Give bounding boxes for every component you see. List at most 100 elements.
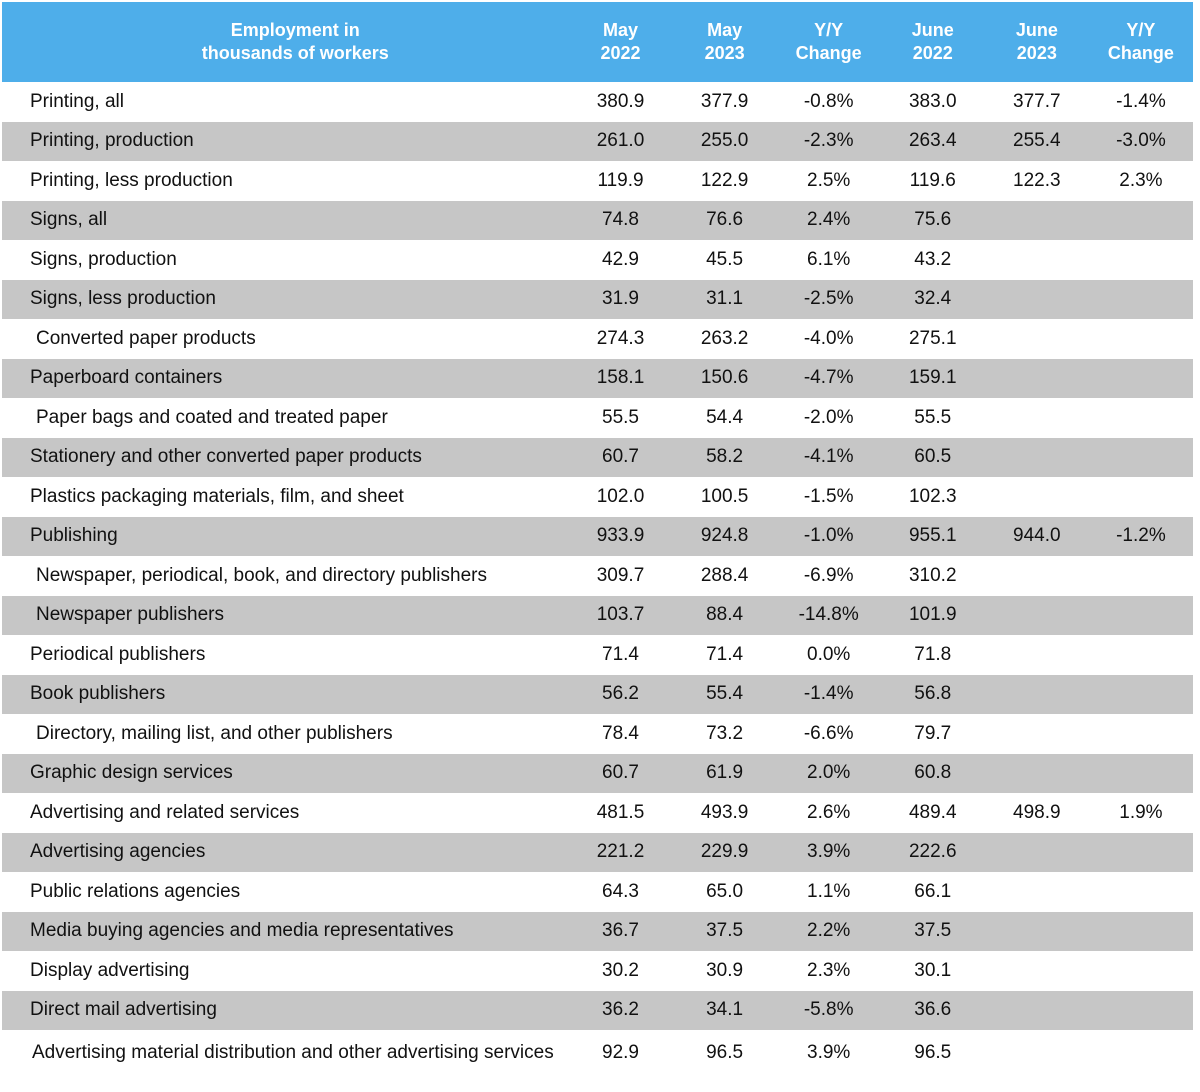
- cell-may-2023: 924.8: [672, 516, 777, 556]
- cell-june-yy-change: [1089, 635, 1193, 675]
- row-label: Signs, all: [2, 200, 569, 240]
- cell-june-2022: 383.0: [908, 90, 957, 112]
- cell-june-2023: 255.4: [984, 121, 1089, 161]
- cell-june-2023: [984, 674, 1089, 714]
- cell-june-yy-change: 1.9%: [1119, 801, 1163, 823]
- cell-may-yy-change: -6.9%: [803, 564, 854, 586]
- cell-june-2023: [985, 714, 1089, 754]
- cell-june-2022: 310.2: [908, 564, 957, 586]
- table-row: Paper bags and coated and treated paper 5…: [2, 398, 1193, 438]
- table-row: Signs, less production 31.9 31.1 -2.5% 32.4: [2, 279, 1193, 319]
- table-row: Printing, less production 119.9 122.9 2.5% 1…: [2, 161, 1193, 201]
- cell-june-yy-change: [1088, 200, 1193, 240]
- cell-june-2023: [985, 398, 1089, 438]
- cell-june-yy-change: [1088, 753, 1193, 793]
- table-row: Graphic design services 60.7 61.9 2.0% 60.8: [2, 753, 1193, 793]
- row-label: Newspaper publishers: [2, 595, 569, 635]
- row-label: Direct mail advertising: [2, 990, 569, 1030]
- cell-may-2023: 73.2: [706, 722, 744, 744]
- cell-june-2023: [984, 200, 1089, 240]
- cell-june-2022: 66.1: [914, 880, 952, 902]
- table-row: Media buying agencies and media represen…: [2, 911, 1193, 951]
- row-label: Advertising material distribution and ot…: [32, 1042, 554, 1063]
- cell-june-2023: [984, 753, 1089, 793]
- cell-june-2022: 55.5: [914, 406, 952, 428]
- cell-may-2023: 229.9: [672, 832, 777, 872]
- cell-may-2023: 288.4: [700, 564, 749, 586]
- column-header-label: Employment in thousands of workers: [2, 2, 569, 82]
- row-label: Printing, less production: [30, 169, 233, 191]
- cell-june-2023: [984, 437, 1089, 477]
- cell-june-2022: 119.6: [909, 169, 956, 191]
- cell-may-2023: 377.9: [700, 90, 749, 112]
- cell-june-yy-change: -3.0%: [1088, 121, 1193, 161]
- table-row: Paperboard containers 158.1 150.6 -4.7% 159.…: [2, 358, 1193, 398]
- cell-may-yy-change: -2.5%: [776, 279, 881, 319]
- cell-may-yy-change: -1.5%: [803, 485, 854, 507]
- cell-june-2022: 101.9: [880, 595, 985, 635]
- cell-june-yy-change: [1089, 240, 1193, 280]
- row-label: Converted paper products: [36, 327, 256, 349]
- table-row: Signs, all 74.8 76.6 2.4% 75.6: [2, 200, 1193, 240]
- employment-table-container: Employment in thousands of workers May 2022…: [2, 2, 1193, 1076]
- cell-june-yy-change: [1089, 556, 1193, 596]
- table-row: Display advertising 30.2 30.9 2.3% 30.1: [2, 951, 1193, 991]
- cell-may-2023: 37.5: [672, 911, 777, 951]
- cell-june-2023: [985, 477, 1089, 517]
- table-row: Advertising agencies 221.2 229.9 3.9% 222.6: [2, 832, 1193, 872]
- cell-may-yy-change: -6.6%: [803, 722, 854, 744]
- cell-may-2022: 64.3: [602, 880, 639, 902]
- cell-june-2023: [985, 1030, 1089, 1076]
- column-header-june-2022: June 2022: [880, 2, 985, 82]
- cell-june-2023: [985, 319, 1089, 359]
- table-row: Periodical publishers 71.4 71.4 0.0% 71.8: [2, 635, 1193, 675]
- cell-may-2022: 55.5: [602, 406, 639, 428]
- cell-may-2023: 34.1: [672, 990, 777, 1030]
- cell-may-2023: 65.0: [706, 880, 744, 902]
- cell-june-2022: 36.6: [880, 990, 985, 1030]
- cell-may-2023: 61.9: [672, 753, 777, 793]
- cell-june-2022: 102.3: [908, 485, 957, 507]
- cell-may-2023: 100.5: [700, 485, 749, 507]
- cell-may-2023: 263.2: [700, 327, 749, 349]
- column-header-may-yy-change: Y/Y Change: [776, 2, 881, 82]
- cell-june-2023: 377.7: [1013, 90, 1061, 112]
- cell-june-2022: 37.5: [880, 911, 985, 951]
- cell-may-yy-change: -0.8%: [803, 90, 854, 112]
- table-row: Newspaper, periodical, book, and directo…: [2, 556, 1193, 596]
- row-label: Signs, less production: [2, 279, 569, 319]
- cell-june-yy-change: [1088, 595, 1193, 635]
- cell-june-yy-change: [1088, 911, 1193, 951]
- employment-table: Employment in thousands of workers May 2022…: [2, 2, 1193, 1076]
- cell-may-yy-change: 0.0%: [807, 643, 851, 665]
- row-label: Publishing: [2, 516, 569, 556]
- cell-may-yy-change: 2.6%: [807, 801, 851, 823]
- cell-may-yy-change: 1.1%: [807, 880, 851, 902]
- cell-may-2022: 78.4: [602, 722, 639, 744]
- cell-june-2023: [984, 595, 1089, 635]
- cell-june-2022: 79.7: [914, 722, 952, 744]
- cell-may-2022: 119.9: [597, 169, 644, 191]
- cell-may-2022: 380.9: [596, 90, 645, 112]
- cell-may-2023: 58.2: [672, 437, 777, 477]
- cell-june-2022: 489.4: [908, 801, 957, 823]
- cell-may-2023: 88.4: [672, 595, 777, 635]
- row-label: Signs, production: [30, 248, 177, 270]
- cell-may-2023: 150.6: [672, 358, 777, 398]
- cell-june-2023: [984, 279, 1089, 319]
- cell-june-yy-change: [1089, 319, 1193, 359]
- cell-may-yy-change: 2.4%: [776, 200, 881, 240]
- table-row: Signs, production 42.9 45.5 6.1% 43.2: [2, 240, 1193, 280]
- cell-may-2022: 933.9: [568, 516, 673, 556]
- column-header-june-2023: June 2023: [984, 2, 1089, 82]
- cell-may-2023: 122.9: [700, 169, 749, 191]
- cell-may-2023: 71.4: [706, 643, 744, 665]
- cell-may-yy-change: 6.1%: [807, 248, 851, 270]
- cell-june-2023: [985, 556, 1089, 596]
- row-label: Media buying agencies and media represen…: [2, 911, 569, 951]
- cell-june-2023: 122.3: [1013, 169, 1061, 191]
- cell-may-2022: 261.0: [568, 121, 673, 161]
- row-label: Periodical publishers: [30, 643, 206, 665]
- cell-may-yy-change: -1.0%: [776, 516, 881, 556]
- row-label: Printing, all: [30, 90, 124, 112]
